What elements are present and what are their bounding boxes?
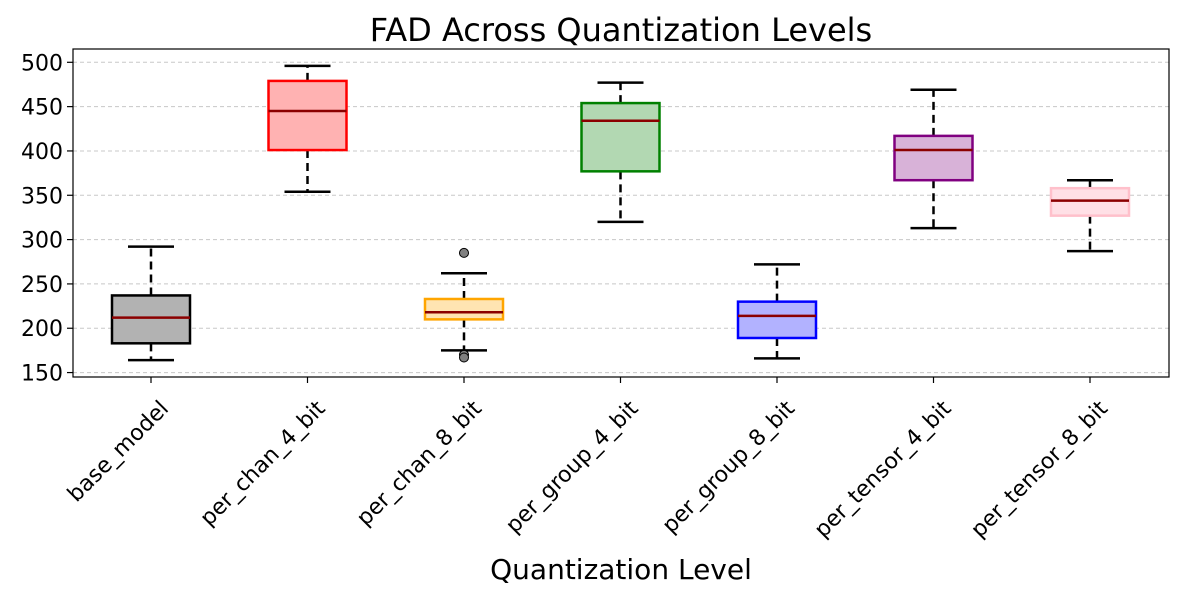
y-tick-label: 450 [21, 96, 63, 121]
x-axis-label: Quantization Level [490, 553, 752, 586]
y-tick-label: 500 [21, 51, 63, 76]
y-tick-label: 350 [21, 184, 63, 209]
box-per_chan_4_bit [267, 64, 348, 193]
box-per_group_4_bit [580, 81, 661, 224]
boxes-group [110, 64, 1131, 363]
y-tick-label: 400 [21, 140, 63, 165]
box-per_group_8_bit [736, 263, 818, 360]
y-tick-label: 250 [21, 273, 63, 298]
y-tick-label: 300 [21, 229, 63, 254]
chart-title: FAD Across Quantization Levels [370, 11, 872, 49]
box-body [736, 300, 818, 340]
y-axis-ticks: 150 200 250 300 350 400 450 500 [21, 51, 73, 387]
box-body [580, 101, 661, 173]
outlier-point [459, 352, 469, 363]
box-body [893, 134, 974, 182]
box-body [267, 79, 348, 152]
box-body [110, 294, 192, 345]
box-per_chan_8_bit [423, 247, 505, 363]
box-base_model [110, 245, 192, 362]
box-body [1049, 186, 1131, 217]
outlier-point [459, 247, 469, 258]
box-per_tensor_8_bit [1049, 178, 1131, 253]
y-tick-label: 150 [21, 362, 63, 387]
y-tick-label: 200 [21, 317, 63, 342]
box-body [423, 297, 505, 321]
box-per_tensor_4_bit [893, 88, 974, 230]
